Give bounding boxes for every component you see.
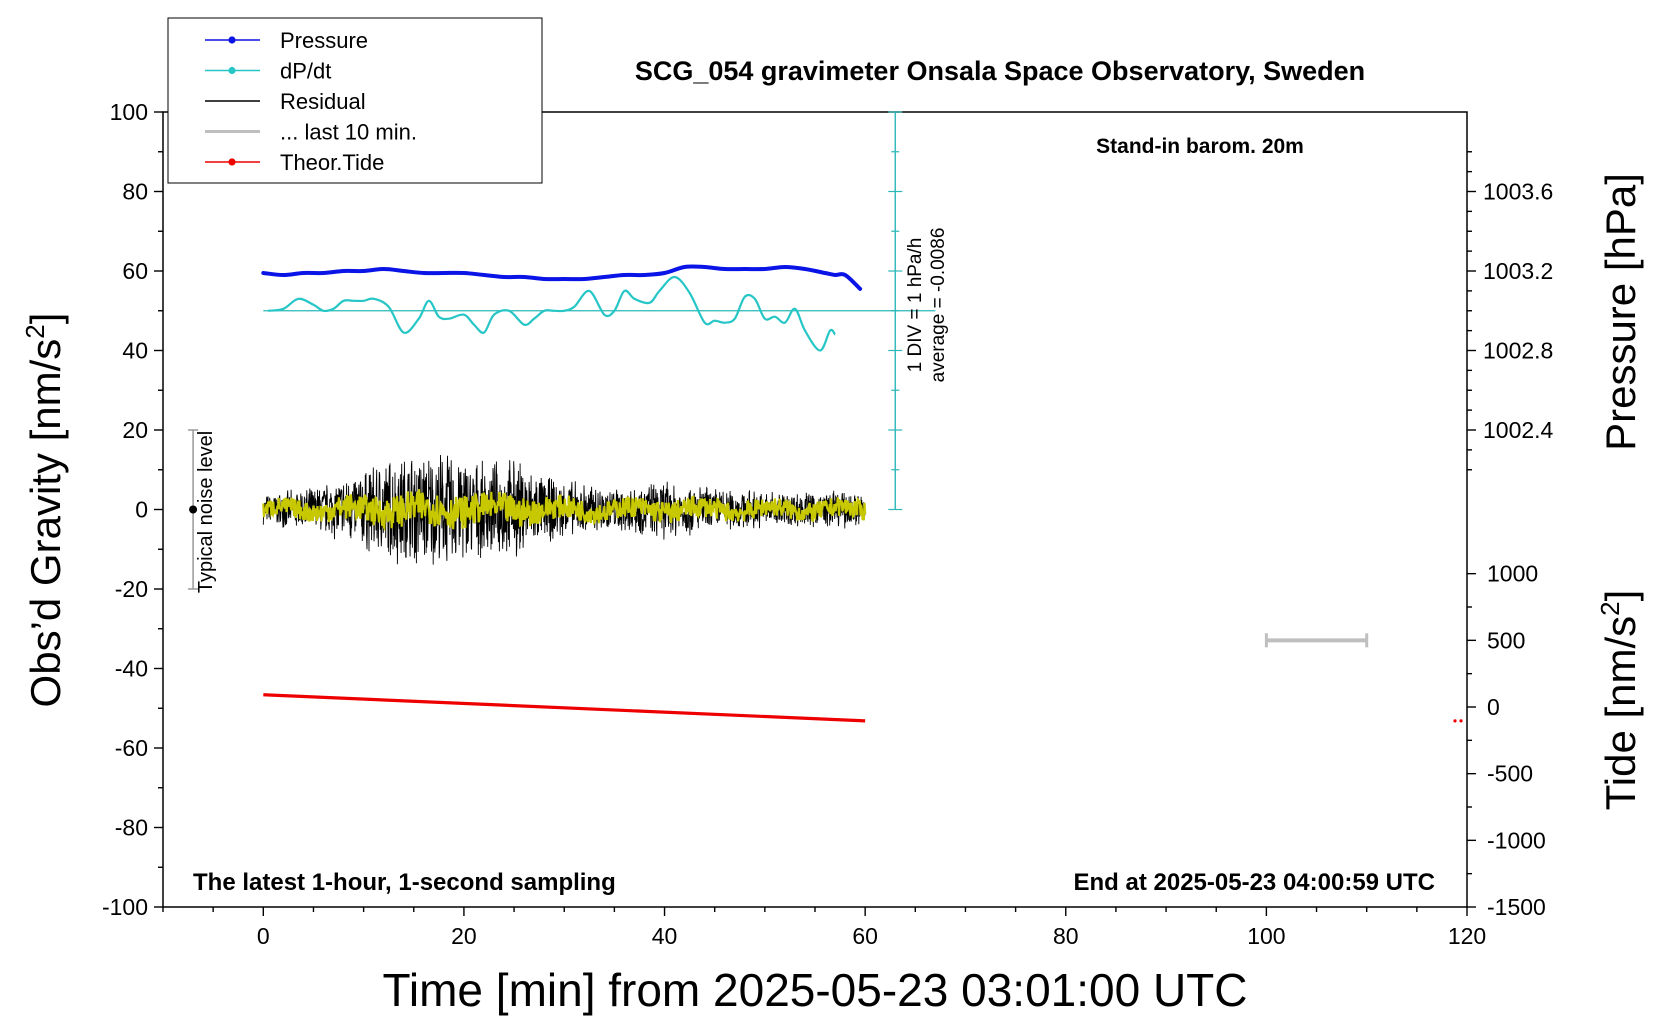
noise-level-label: Typical noise level [195, 431, 217, 593]
y-tick-label: 0 [135, 497, 148, 523]
pressure-tick-label: 1003.6 [1483, 179, 1553, 205]
legend-marker [228, 36, 236, 44]
y-tick-label: -100 [102, 894, 148, 920]
legend-marker [228, 66, 236, 75]
y-tick-label: -80 [115, 815, 148, 841]
legend-marker [228, 158, 236, 166]
tide-tick-label: -1000 [1487, 827, 1546, 853]
y-tick-label: -60 [115, 735, 148, 761]
tide-tick-label: -1500 [1487, 894, 1546, 920]
chart-title: SCG_054 gravimeter Onsala Space Observat… [635, 56, 1365, 86]
tide-marker-dot [1453, 719, 1457, 723]
y-tick-label: 100 [110, 99, 148, 125]
pressure-axis-label: Pressure [hPa] [1597, 173, 1644, 451]
tide-tick-label: -500 [1487, 761, 1533, 787]
tide-tick-label: 0 [1487, 694, 1500, 720]
y-axis-label-sup: 2 [20, 324, 50, 338]
tide-marker-dot [1459, 719, 1463, 723]
tide-axis-label: Tide [nm/s2] [1595, 590, 1644, 811]
tide-axis-label-sup: 2 [1595, 601, 1625, 615]
x-axis-label: Time [min] from 2025-05-23 03:01:00 UTC [383, 964, 1248, 1016]
x-tick-label: 0 [257, 923, 270, 949]
noise-center-dot [189, 505, 198, 514]
legend: Pressure dP/dt Residual ... last 10 min. The… [167, 17, 543, 184]
dpdt-reference-scale [263, 111, 936, 511]
tide-axis-label-end: ] [1597, 590, 1644, 602]
y-tick-label: -20 [115, 576, 148, 602]
x-axis-ticks: 0 20 40 60 80 100 120 [162, 907, 1486, 949]
y-axis-label: Obs’d Gravity [nm/s2] [20, 313, 69, 708]
y-tick-label: 40 [122, 338, 148, 364]
x-tick-label: 80 [1053, 923, 1079, 949]
series-layer [261, 264, 1463, 723]
pressure-series-line [261, 264, 863, 291]
x-tick-label: 40 [652, 923, 678, 949]
pressure-tick-label: 1003.2 [1483, 258, 1553, 284]
y-tick-label: 60 [122, 258, 148, 284]
barometer-note: Stand-in barom. 20m [1096, 135, 1304, 158]
pressure-axis-ticks: 1003.6 1003.2 1002.8 1002.4 [1467, 151, 1554, 471]
y-tick-label: 80 [122, 179, 148, 205]
noise-level-indicator [188, 429, 199, 590]
average-label: average = -0.0086 [928, 228, 949, 383]
div-label: 1 DIV = 1 hPa/h [905, 238, 926, 373]
y-tick-label: 20 [122, 417, 148, 443]
tide-tick-label: 500 [1487, 627, 1525, 653]
pressure-tick-label: 1002.4 [1483, 417, 1554, 443]
legend-label: ... last 10 min. [280, 120, 417, 145]
tide-series-line [263, 693, 866, 723]
y-axis-ticks: 100 80 60 40 20 0 -20 -40 -60 -80 -100 [102, 99, 163, 920]
legend-label: Residual [280, 89, 366, 114]
legend-label: Theor.Tide [280, 150, 384, 175]
x-tick-label: 120 [1448, 923, 1486, 949]
tide-axis-ticks: 1000 500 0 -500 -1000 -1500 [1467, 561, 1546, 920]
tide-axis-label-text: Tide [nm/s [1597, 616, 1644, 811]
y-axis-label-text: Obs’d Gravity [nm/s [22, 339, 69, 708]
tide-tick-label: 1000 [1487, 561, 1538, 587]
x-tick-label: 100 [1247, 923, 1285, 949]
pressure-tick-label: 1002.8 [1483, 338, 1553, 364]
legend-label: dP/dt [280, 59, 331, 84]
y-tick-label: -40 [115, 656, 148, 682]
x-tick-label: 60 [852, 923, 878, 949]
sampling-note: The latest 1-hour, 1-second sampling [193, 869, 616, 896]
dpdt-series-line [268, 275, 836, 352]
legend-label: Pressure [280, 28, 368, 53]
residual-smoothed-line [262, 489, 867, 532]
end-time-note: End at 2025-05-23 04:00:59 UTC [1074, 869, 1436, 896]
y-axis-label-end: ] [22, 313, 69, 325]
x-tick-label: 20 [451, 923, 477, 949]
